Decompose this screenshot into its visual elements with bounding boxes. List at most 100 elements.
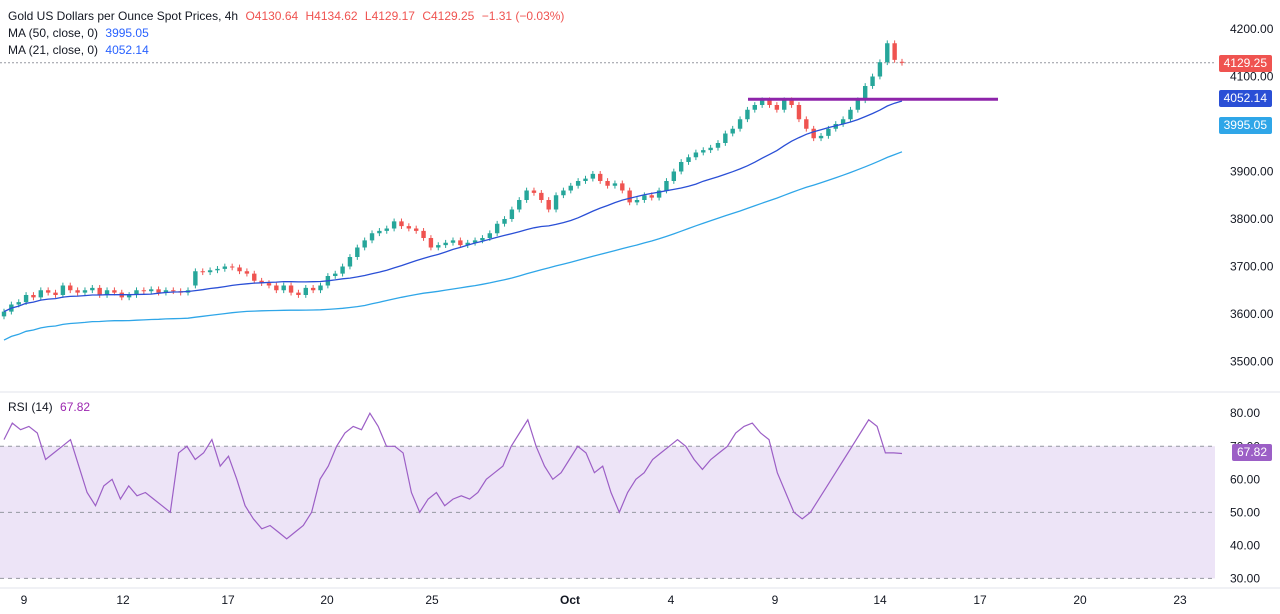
candle-body [200, 271, 205, 273]
candle-body [303, 287, 308, 295]
candle-body [870, 76, 875, 86]
rsi-value: 67.82 [60, 400, 91, 414]
candle-body [237, 267, 242, 272]
legend-rsi[interactable]: RSI (14) 67.82 [8, 400, 94, 414]
candle-body [458, 240, 463, 246]
candle-body [598, 173, 603, 181]
legend-ohlc: Gold US Dollars per Ounce Spot Prices, 4… [8, 9, 568, 23]
legend-ma50[interactable]: MA (50, close, 0) 3995.05 [8, 26, 153, 40]
candle-body [1, 311, 7, 317]
candle-body [229, 266, 235, 268]
candle-body [377, 230, 382, 234]
candle-body [782, 100, 787, 110]
candle-body [347, 257, 353, 267]
rsi-tick-label: 80.00 [1230, 406, 1260, 420]
price-tick-label: 4100.00 [1230, 70, 1274, 84]
candle-body [767, 100, 772, 105]
rsi-line [3, 411, 903, 540]
price-axis: 4200.00 4100.00 3900.00 3800.00 3700.00 3600.… [1230, 22, 1274, 369]
candle-body [708, 147, 713, 151]
candle-body [804, 119, 809, 129]
ma50-label: MA (50, close, 0) [8, 26, 99, 40]
candle-body [701, 150, 706, 153]
time-tick-label: 17 [221, 593, 235, 607]
time-tick-label: 25 [425, 593, 439, 607]
candle-body [252, 273, 257, 281]
candle-body [752, 105, 757, 110]
candles-group [1, 40, 905, 320]
candle-body [156, 289, 161, 293]
time-tick-label: 20 [1073, 593, 1087, 607]
change-value: −1.31 (−0.03%) [481, 9, 565, 23]
ma50-line [3, 151, 903, 341]
candle-body [82, 290, 88, 293]
candle-body [877, 62, 883, 77]
candle-body [281, 285, 286, 291]
rsi-label: RSI (14) [8, 400, 53, 414]
candle-body [892, 43, 897, 60]
candle-body [222, 266, 228, 269]
time-tick-label: 17 [973, 593, 987, 607]
time-tick-label: 23 [1173, 593, 1187, 607]
candle-body [649, 195, 654, 198]
candle-body [686, 157, 691, 162]
candle-body [745, 109, 750, 120]
candle-body [384, 228, 389, 231]
candle-body [502, 219, 507, 224]
rsi-price-tag: 67.82 [1231, 444, 1272, 461]
candle-body [855, 100, 861, 110]
candle-body [634, 200, 640, 203]
time-tick-label: 9 [772, 593, 779, 607]
candle-body [391, 221, 397, 229]
candle-body [45, 290, 51, 293]
candle-body [443, 242, 448, 246]
candle-body [421, 230, 426, 238]
candle-body [141, 290, 147, 292]
time-tick-label: 12 [116, 593, 130, 607]
price-tick-label: 3800.00 [1230, 212, 1274, 226]
legend-ma21[interactable]: MA (21, close, 0) 4052.14 [8, 43, 153, 57]
candle-body [75, 290, 80, 293]
candle-body [428, 238, 434, 248]
time-tick-label: 9 [21, 593, 28, 607]
candle-body [68, 285, 73, 291]
candle-body [450, 240, 456, 243]
candle-body [656, 190, 662, 198]
candle-body [612, 183, 618, 186]
candle-body [310, 287, 316, 291]
candle-body [487, 233, 493, 238]
candle-body [97, 287, 102, 295]
candle-body [244, 271, 250, 274]
candle-body [590, 173, 596, 179]
candle-body [31, 295, 36, 298]
candle-body [266, 283, 272, 286]
candle-body [642, 195, 647, 200]
candle-body [90, 287, 95, 291]
open-value: O4130.64 [245, 9, 299, 23]
candle-body [848, 109, 853, 120]
ma21-price-tag: 4052.14 [1218, 90, 1272, 107]
close-value: C4129.25 [422, 9, 475, 23]
candle-body [134, 290, 139, 295]
candle-body [480, 238, 485, 241]
candle-body [362, 240, 367, 248]
candle-body [509, 209, 515, 219]
candle-body [862, 86, 868, 101]
candle-body [826, 128, 831, 136]
candle-body [259, 280, 264, 284]
ma50-price-tag: 3995.05 [1218, 117, 1272, 134]
rsi-tick-label: 60.00 [1230, 472, 1260, 486]
candle-body [288, 285, 294, 293]
time-tick-label: 4 [668, 593, 675, 607]
candle-body [16, 302, 21, 305]
candle-body [693, 152, 699, 158]
candle-body [413, 228, 419, 231]
candle-body [149, 289, 154, 292]
candle-body [759, 100, 765, 105]
time-tick-label: 14 [873, 593, 887, 607]
candle-body [678, 162, 684, 172]
rsi-tick-label: 40.00 [1230, 538, 1260, 552]
candle-body [796, 105, 802, 120]
